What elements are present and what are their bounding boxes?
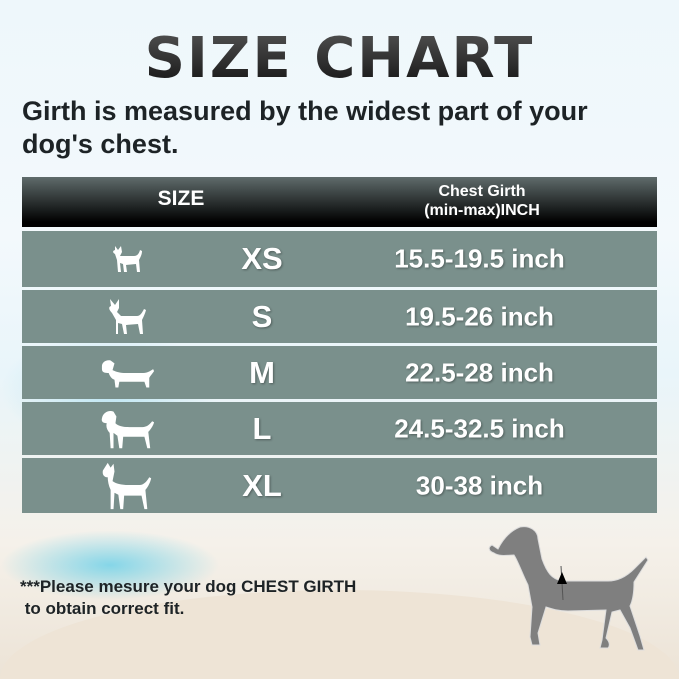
page-title: SIZE CHART (0, 26, 679, 91)
table-row: L 24.5-32.5 inch (22, 402, 657, 455)
table-row: XS 15.5-19.5 inch (22, 231, 657, 287)
small-dog-icon (100, 290, 156, 343)
header-size: SIZE (157, 187, 205, 210)
size-label: XL (242, 467, 282, 503)
girth-value: 24.5-32.5 inch (394, 413, 565, 443)
header-girth-line1: Chest Girth (438, 183, 526, 200)
table-row: XL 30-38 inch (22, 458, 657, 513)
dachshund-icon (100, 346, 156, 399)
background-water (0, 530, 220, 600)
note-line1: ***Please mesure your dog CHEST GIRTH (20, 577, 357, 596)
girth-value: 19.5-26 inch (405, 301, 554, 331)
header-girth: Chest Girth (min-max)INCH (367, 182, 597, 220)
measuring-dog-illustration (488, 522, 668, 672)
size-label: XS (241, 241, 283, 276)
girth-value: 30-38 inch (415, 470, 544, 500)
table-row: M 22.5-28 inch (22, 346, 657, 399)
girth-value: 22.5-28 inch (405, 357, 554, 387)
size-label: L (252, 410, 272, 446)
great-dane-icon (100, 458, 156, 513)
size-label: S (251, 298, 273, 334)
size-label: M (249, 354, 275, 390)
chihuahua-icon (100, 231, 156, 287)
measure-note: ***Please mesure your dog CHEST GIRTH to… (20, 576, 356, 620)
header-girth-line2: (min-max)INCH (424, 202, 540, 219)
table-header: SIZE Chest Girth (min-max)INCH (22, 177, 657, 227)
girth-value: 15.5-19.5 inch (394, 243, 565, 274)
labrador-icon (100, 402, 156, 455)
subtitle: Girth is measured by the widest part of … (22, 96, 588, 159)
note-line2: to obtain correct fit. (20, 599, 185, 618)
table-row: S 19.5-26 inch (22, 290, 657, 343)
